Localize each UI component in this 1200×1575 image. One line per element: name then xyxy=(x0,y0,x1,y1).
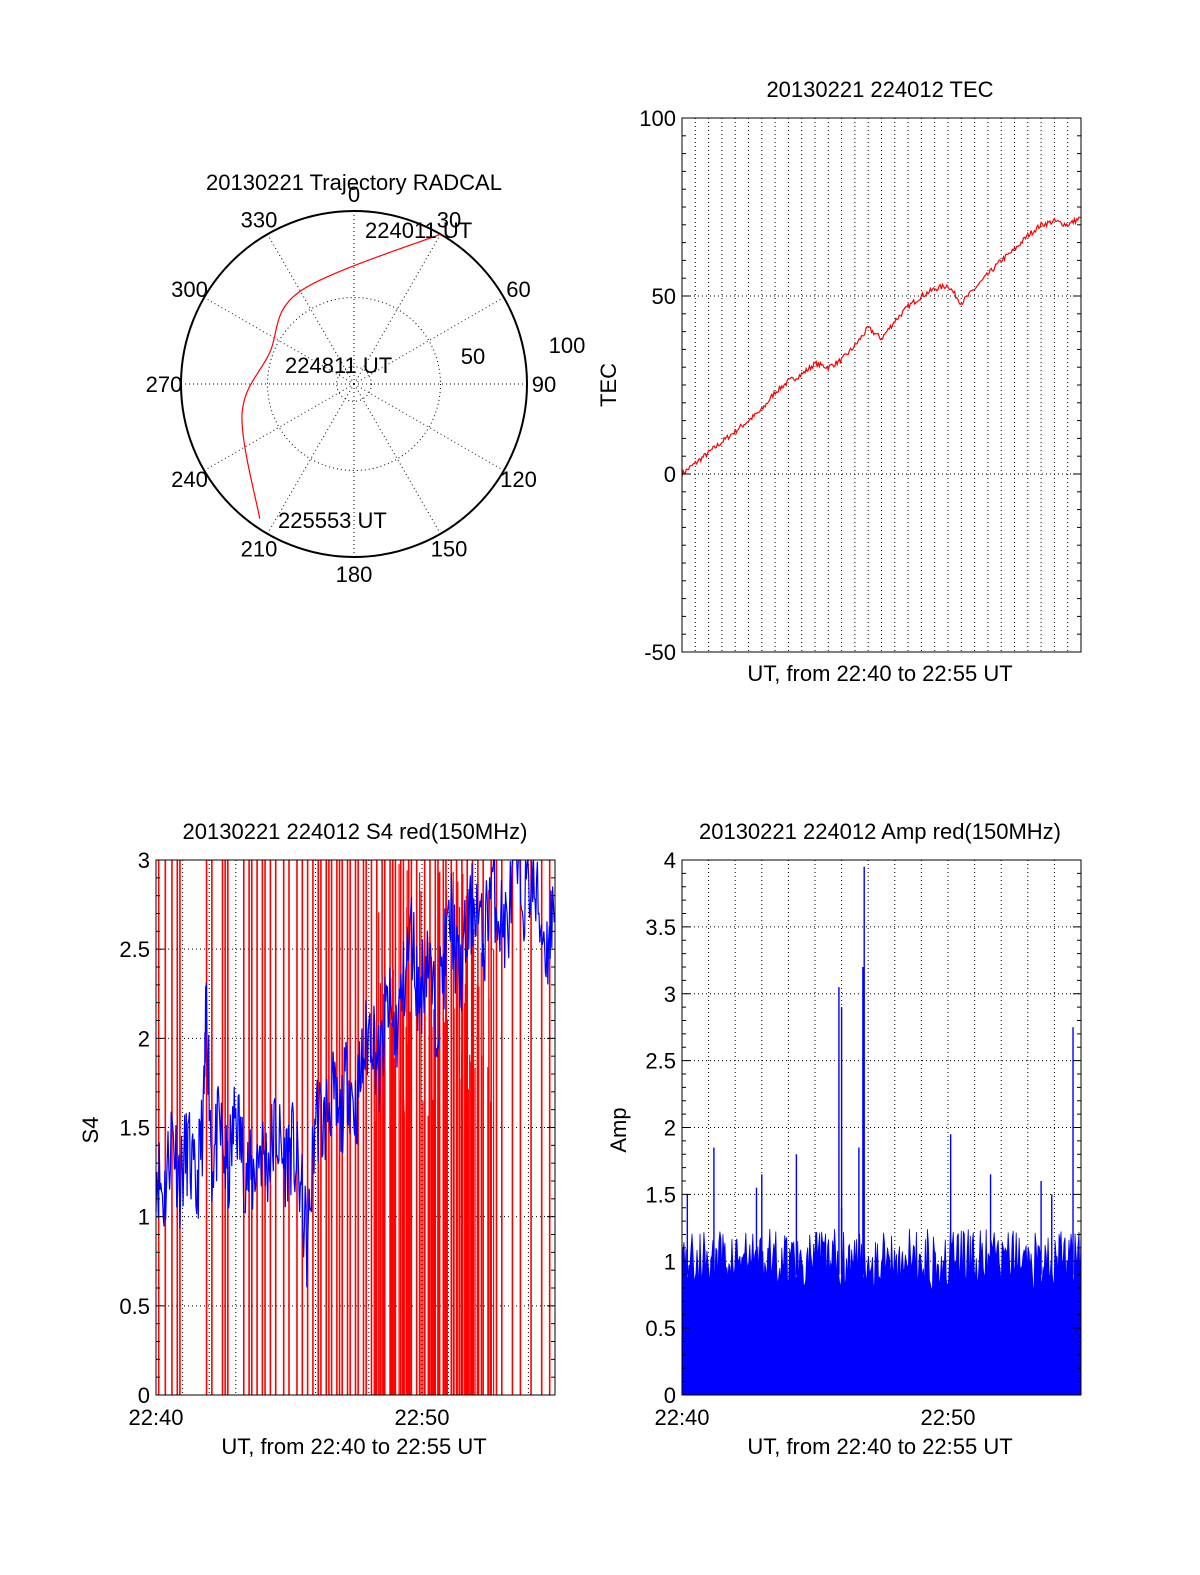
s4-y-ticks: 0 0.5 1 1.5 2 2.5 3 xyxy=(119,848,555,1408)
x-tick-label: 22:40 xyxy=(128,1405,183,1430)
annotation-mid-time: 224811 UT xyxy=(285,353,392,378)
y-tick-label: 2.5 xyxy=(119,937,150,962)
polar-azimuth-label: 210 xyxy=(241,537,278,562)
polar-spoke xyxy=(267,383,355,535)
amp-y-ticks: 0 0.5 1 1.5 2 2.5 3 3.5 4 xyxy=(645,848,1081,1408)
y-tick-label: 2.5 xyxy=(645,1049,676,1074)
annotation-end-time: 225553 UT xyxy=(278,508,387,533)
y-tick-label: 0.5 xyxy=(645,1316,676,1341)
amp-fill xyxy=(681,1228,1082,1396)
tec-title: 20130221 224012 TEC xyxy=(766,77,993,102)
tec-trace xyxy=(681,216,1082,477)
s4-title: 20130221 224012 S4 red(150MHz) xyxy=(183,819,528,844)
amp-x-ticks: 22:40 22:50 xyxy=(654,1405,975,1430)
s4-x-ticks: 22:40 22:50 xyxy=(128,1405,449,1430)
polar-azimuth-label: 30 xyxy=(437,207,461,232)
tec-y-ticks: -50 0 50 100 xyxy=(639,106,1081,665)
polar-spoke xyxy=(353,383,441,535)
polar-radial-label: 100 xyxy=(549,333,586,358)
tec-x-label: UT, from 22:40 to 22:55 UT xyxy=(747,661,1012,686)
s4-series xyxy=(155,859,555,1395)
trajectory-polar-chart: 20130221 Trajectory RADCAL 0 30 60 90 120 150… xyxy=(146,170,586,587)
y-tick-label: 1 xyxy=(664,1249,676,1274)
polar-azimuth-label: 180 xyxy=(336,562,373,587)
polar-radial-label: 50 xyxy=(461,344,485,369)
y-tick-label: 0 xyxy=(664,1383,676,1408)
y-tick-label: 1.5 xyxy=(119,1116,150,1141)
y-tick-label: 2 xyxy=(664,1116,676,1141)
s4-x-label: UT, from 22:40 to 22:55 UT xyxy=(221,1434,486,1459)
y-tick-label: 2 xyxy=(138,1026,150,1051)
polar-trajectory-series xyxy=(241,233,441,519)
y-tick-label: 3.5 xyxy=(645,915,676,940)
amp-x-label: UT, from 22:40 to 22:55 UT xyxy=(747,1434,1012,1459)
s4-blue-trace xyxy=(155,859,555,1288)
y-tick-label: -50 xyxy=(644,640,676,665)
amp-line-chart: 20130221 224012 Amp red(150MHz) 0 0.5 1 1.5… xyxy=(606,819,1082,1459)
polar-spoke xyxy=(353,233,441,385)
amp-y-label: Amp xyxy=(606,1107,631,1152)
amp-series xyxy=(681,866,1082,1396)
polar-grid xyxy=(180,210,528,558)
polar-azimuth-labels: 0 30 60 90 120 150 180 210 240 270 300 330 50 100 xyxy=(146,182,586,587)
polar-spoke xyxy=(203,297,355,385)
x-tick-label: 22:50 xyxy=(394,1405,449,1430)
y-tick-label: 3 xyxy=(138,848,150,873)
polar-spoke xyxy=(353,383,505,471)
tec-grid xyxy=(682,118,1081,652)
s4-y-label: S4 xyxy=(78,1117,103,1144)
y-tick-label: 0.5 xyxy=(119,1294,150,1319)
trajectory-path xyxy=(241,233,441,519)
polar-title: 20130221 Trajectory RADCAL xyxy=(206,170,502,195)
tec-y-label: TEC xyxy=(596,363,621,407)
polar-spoke xyxy=(353,297,505,385)
polar-azimuth-label: 300 xyxy=(171,277,208,302)
y-tick-label: 50 xyxy=(652,284,676,309)
x-tick-label: 22:40 xyxy=(654,1405,709,1430)
y-tick-label: 0 xyxy=(664,462,676,487)
polar-azimuth-label: 150 xyxy=(431,537,468,562)
x-tick-label: 22:50 xyxy=(920,1405,975,1430)
polar-radial-ring xyxy=(336,366,372,402)
polar-azimuth-label: 270 xyxy=(146,372,183,397)
polar-azimuth-label: 330 xyxy=(241,207,278,232)
polar-spoke xyxy=(203,383,355,471)
tec-series xyxy=(681,216,1082,477)
y-tick-label: 4 xyxy=(664,848,676,873)
polar-azimuth-label: 90 xyxy=(532,372,556,397)
annotation-start-time: 224011 UT xyxy=(365,218,472,243)
polar-azimuth-label: 120 xyxy=(500,467,537,492)
polar-spoke xyxy=(267,233,355,385)
y-tick-label: 1.5 xyxy=(645,1182,676,1207)
amp-title: 20130221 224012 Amp red(150MHz) xyxy=(699,819,1061,844)
polar-radial-ring xyxy=(267,297,441,471)
y-tick-label: 3 xyxy=(664,982,676,1007)
y-tick-label: 0 xyxy=(138,1383,150,1408)
polar-azimuth-label: 60 xyxy=(506,277,530,302)
y-tick-label: 100 xyxy=(639,106,676,131)
tec-line-chart: 20130221 224012 TEC -50 0 50 100 TEC UT, fr… xyxy=(596,77,1082,686)
s4-line-chart: 20130221 224012 S4 red(150MHz) 0 0.5 1 1.5 2… xyxy=(78,819,556,1459)
y-tick-label: 1 xyxy=(138,1205,150,1230)
polar-azimuth-label: 240 xyxy=(171,467,208,492)
polar-azimuth-label: 0 xyxy=(348,182,360,207)
